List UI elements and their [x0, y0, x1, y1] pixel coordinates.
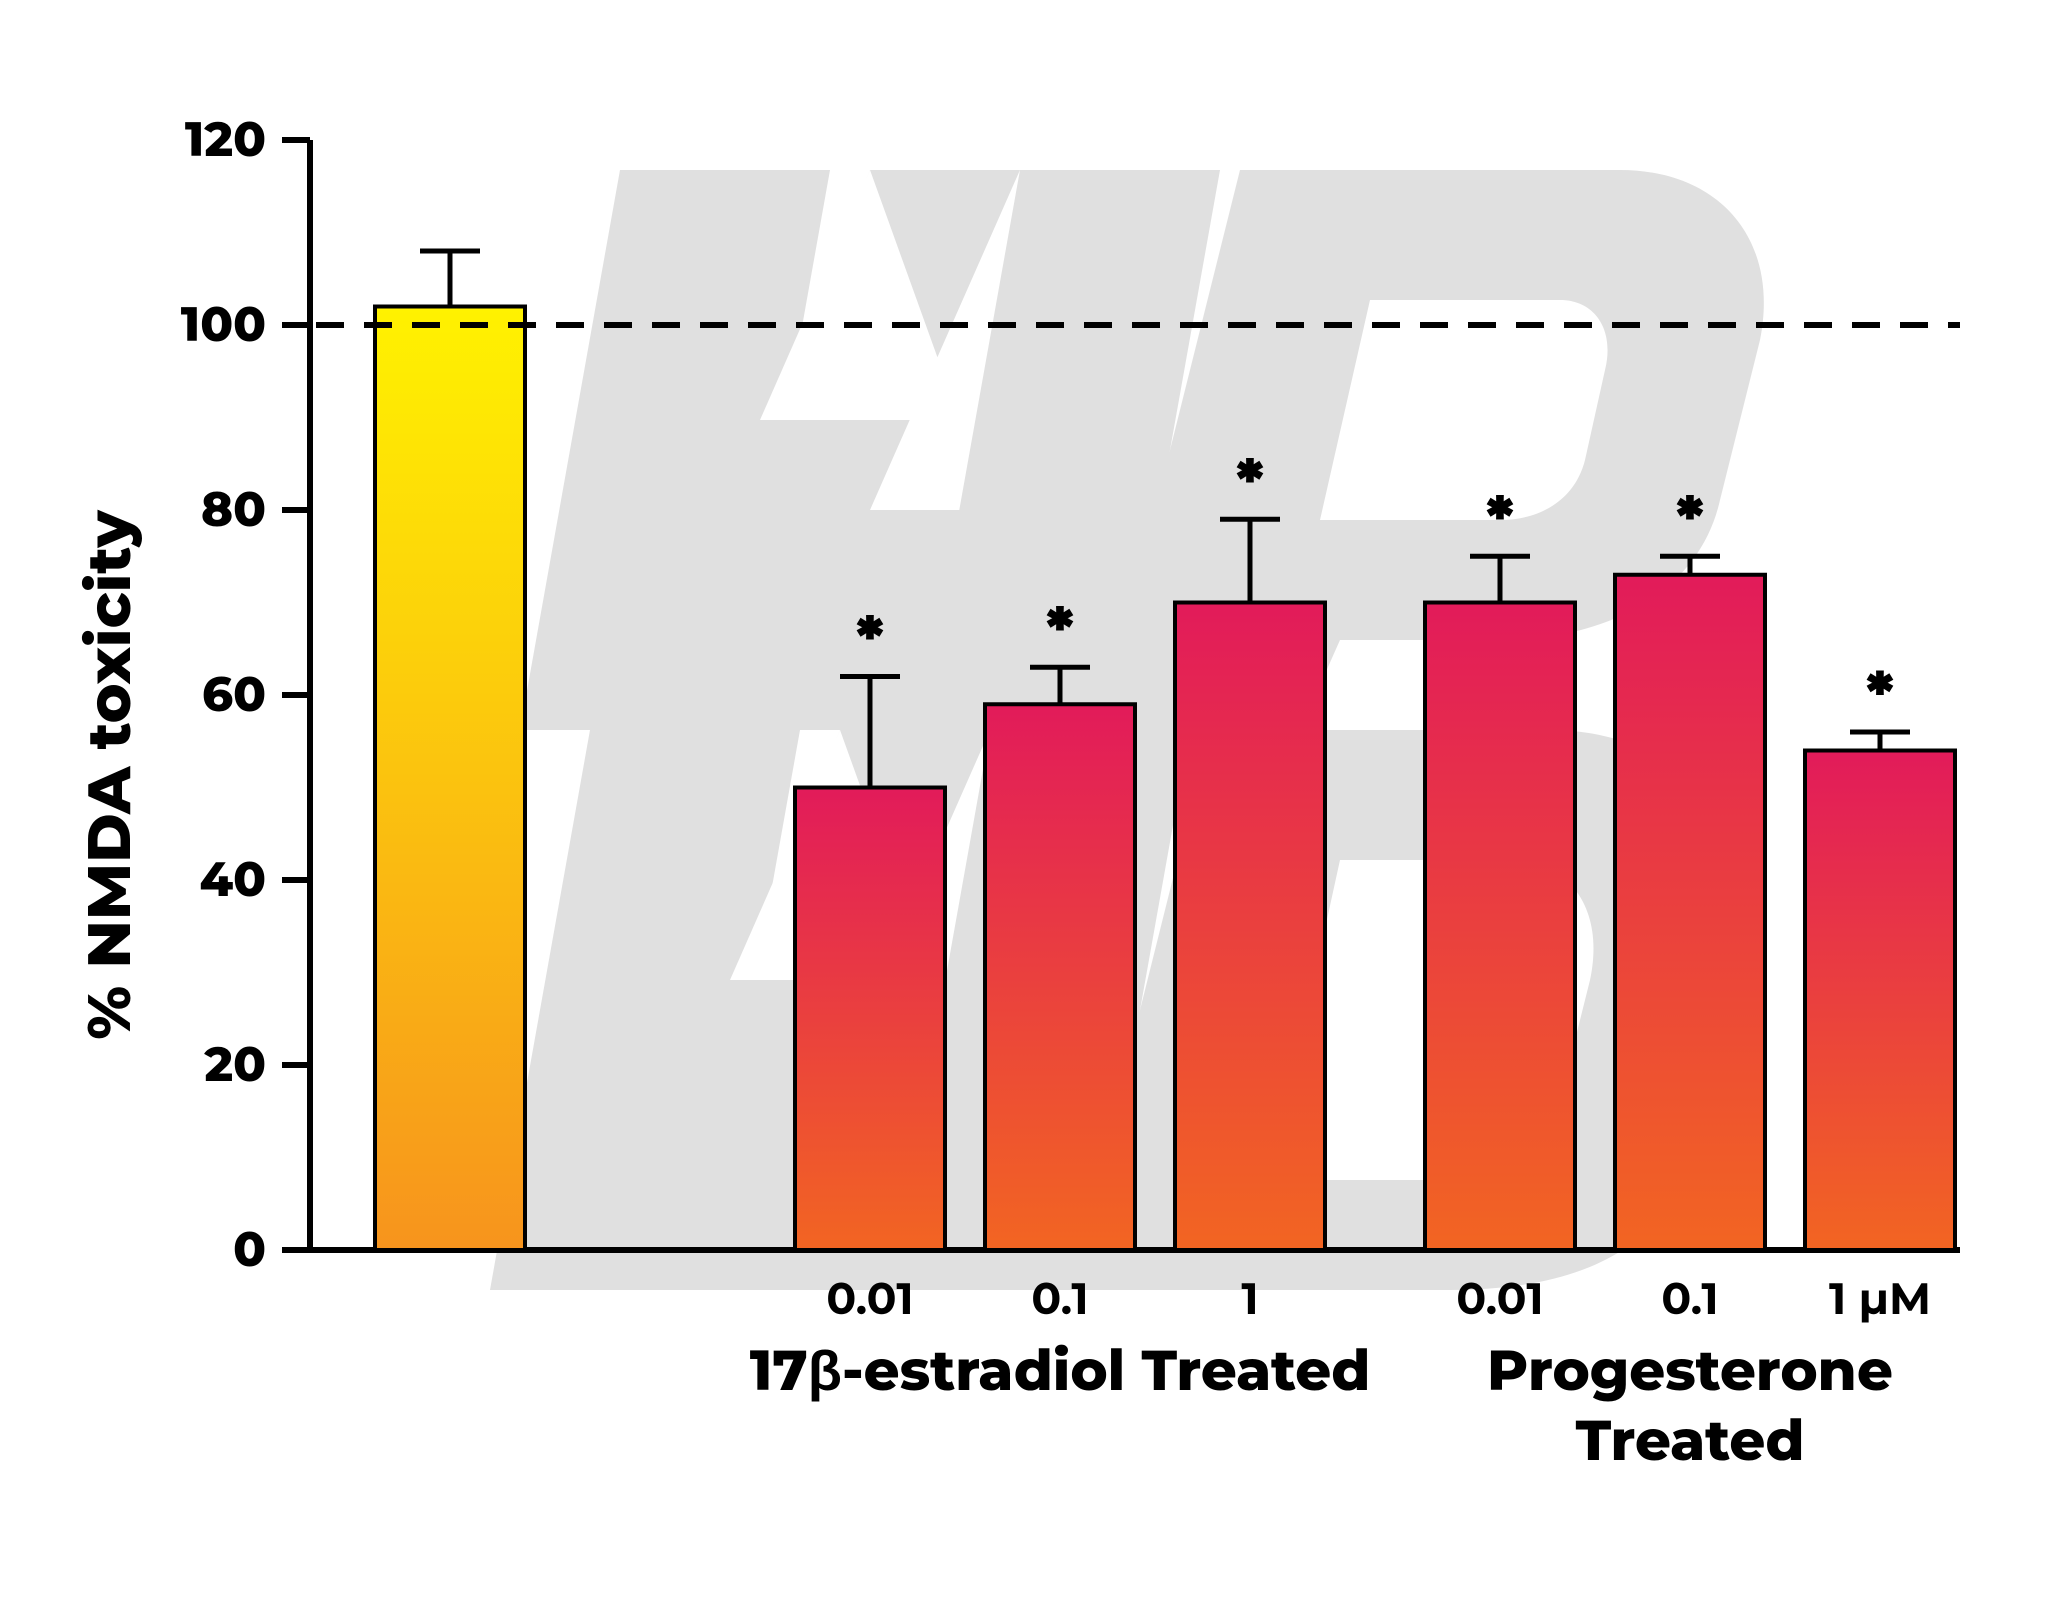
group-label-e2: 17β-estradiol Treated [750, 1337, 1371, 1405]
x-group-labels: 17β-estradiol Treated ProgesteroneTreated [750, 1337, 1893, 1475]
significance-star: * [1676, 482, 1704, 553]
y-tick-label: 20 [203, 1036, 266, 1094]
chart-container: 0 20 40 60 80 100 120 % NMDA toxicity * 0.01 * 0.… [0, 0, 2048, 1613]
bar-e2_1 [1175, 603, 1325, 1251]
x-tick-label: 1 [1241, 1272, 1258, 1326]
y-tick-label: 60 [202, 666, 266, 724]
significance-star: * [1046, 593, 1074, 664]
bar-p4_1 [1805, 751, 1955, 1251]
x-tick-label: 0.01 [1456, 1272, 1543, 1326]
y-axis-title: % NMDA toxicity [73, 509, 146, 1039]
y-tick-label: 40 [200, 851, 266, 909]
bar-p4_0_01 [1425, 603, 1575, 1251]
y-tick-label: 100 [181, 296, 266, 354]
significance-star: * [856, 603, 884, 674]
x-tick-label: 0.01 [826, 1272, 913, 1326]
y-tick-label: 120 [185, 111, 266, 169]
bar-chart-svg: 0 20 40 60 80 100 120 % NMDA toxicity * 0.01 * 0.… [0, 0, 2048, 1613]
significance-star: * [1486, 482, 1514, 553]
group-label-p4: Progesterone [1487, 1337, 1893, 1405]
significance-star: * [1866, 658, 1894, 729]
bar-e2_0_01 [795, 788, 945, 1251]
bar-p4_0_1 [1615, 575, 1765, 1250]
y-tick-label: 0 [233, 1221, 266, 1279]
group-label-p4-line2: Treated [1576, 1407, 1805, 1475]
x-tick-label: 0.1 [1031, 1272, 1088, 1326]
y-tick-label: 80 [201, 481, 266, 539]
x-tick-label: 0.1 [1661, 1272, 1718, 1326]
bar-e2_0_1 [985, 704, 1135, 1250]
bar-control [375, 307, 525, 1251]
x-tick-label: 1 µM [1829, 1272, 1931, 1326]
significance-star: * [1236, 445, 1264, 516]
